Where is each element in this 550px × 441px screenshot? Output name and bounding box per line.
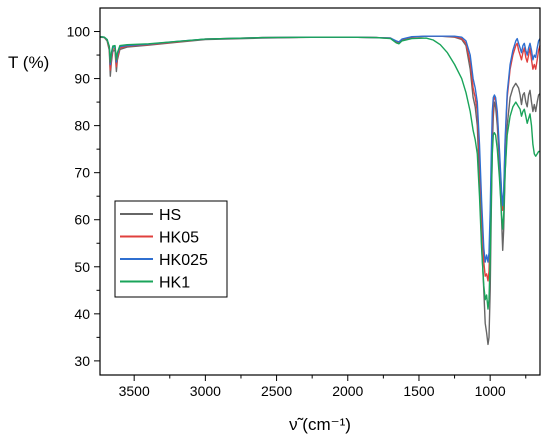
y-tick-label: 90: [74, 71, 90, 87]
y-tick-label: 50: [74, 259, 90, 275]
y-tick-label: 70: [74, 165, 90, 181]
x-axis-label: ν̃ (cm⁻¹): [289, 415, 351, 434]
x-tick-label: 2000: [332, 383, 363, 399]
y-tick-label: 30: [74, 353, 90, 369]
y-axis-label: T (%): [8, 53, 49, 72]
legend: HS HK05 HK025 HK1: [114, 200, 228, 298]
series-line-hk1: [99, 36, 540, 310]
series-layer: [99, 35, 541, 346]
y-tick-label: 80: [74, 118, 90, 134]
legend-label: HK1: [159, 275, 190, 292]
y-tick-label: 40: [74, 306, 90, 322]
y-axis: 30 40 50 60 70 80 90 100: [67, 24, 100, 369]
x-tick-label: 3000: [190, 383, 221, 399]
x-tick-label: 2500: [261, 383, 292, 399]
y-tick-label: 100: [67, 24, 91, 40]
x-tick-label: 3500: [119, 383, 150, 399]
legend-label: HK025: [159, 252, 208, 269]
x-axis: 3500 3000 2500 2000 1500 1000: [119, 375, 527, 399]
legend-label: HK05: [159, 230, 199, 247]
legend-label: HS: [159, 207, 181, 224]
x-tick-label: 1000: [475, 383, 506, 399]
plot-frame: [99, 7, 541, 376]
y-tick-label: 60: [74, 212, 90, 228]
x-tick-label: 1500: [403, 383, 434, 399]
